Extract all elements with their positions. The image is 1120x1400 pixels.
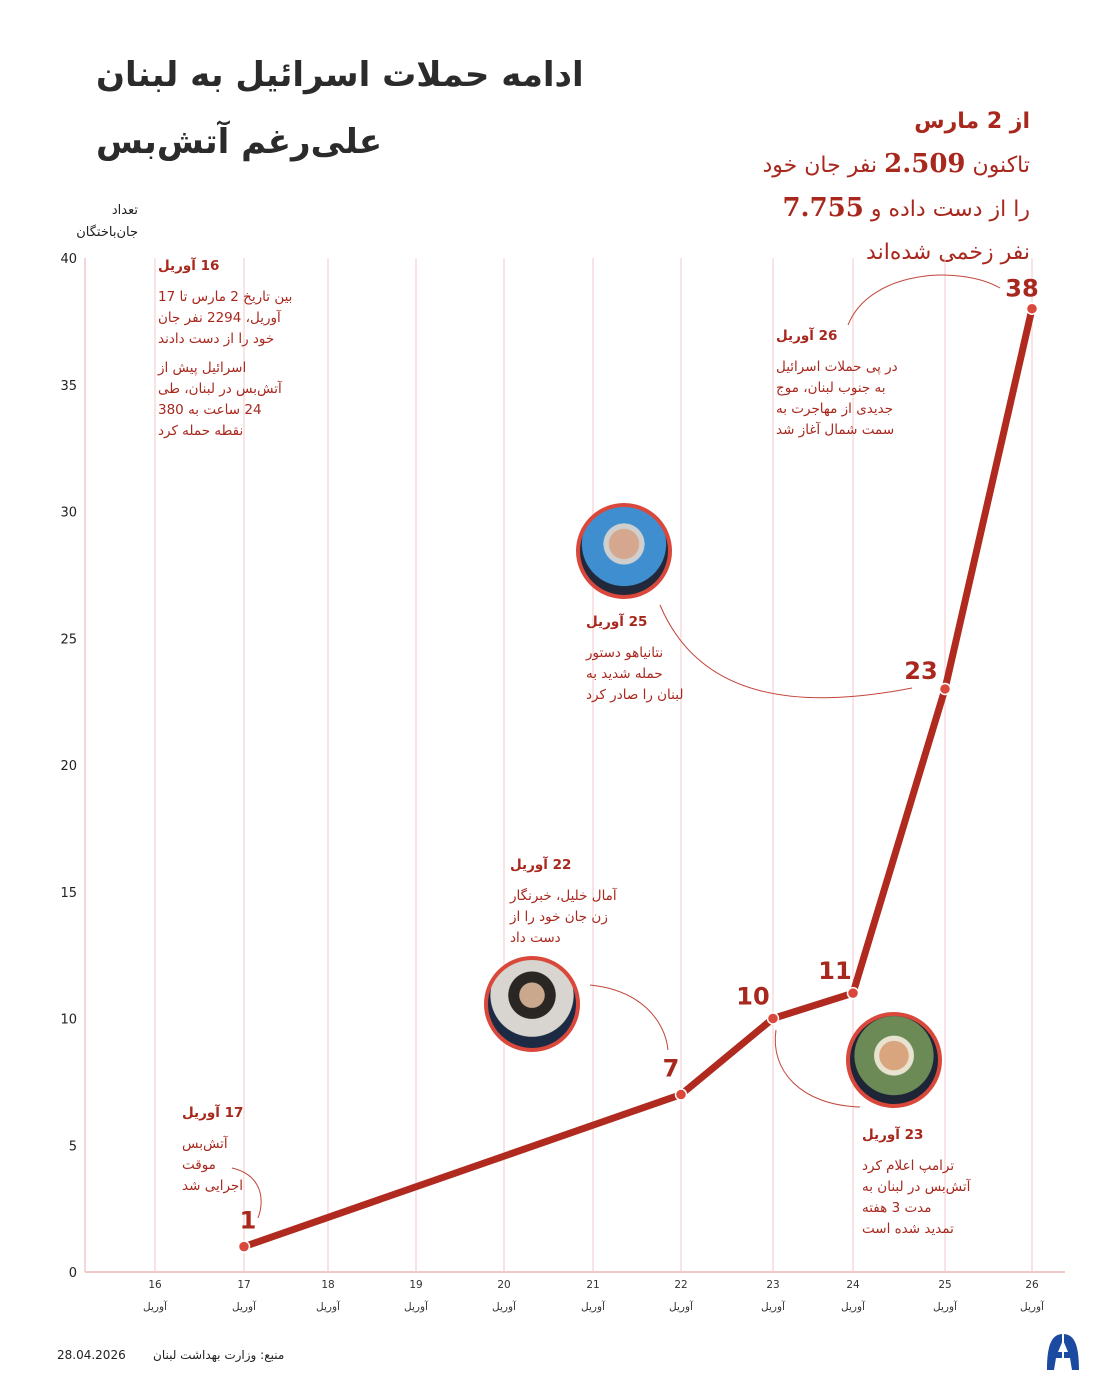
y-axis-label-line-2: جان‌باختگان: [76, 225, 138, 240]
y-tick-label: 30: [60, 506, 77, 521]
arrow-25: [659, 604, 913, 699]
x-tick-day: 24: [846, 1279, 860, 1291]
x-tick-day: 22: [674, 1279, 687, 1291]
aa-logo: [1044, 1332, 1082, 1372]
photo-netanyahu: [576, 503, 672, 599]
x-tick-month: آوریل: [1020, 1300, 1045, 1313]
y-tick-label: 5: [69, 1139, 77, 1154]
y-tick-label: 10: [60, 1013, 77, 1028]
photo-trump: [846, 1012, 942, 1108]
data-point: [766, 1012, 780, 1025]
title-line-1: ادامه حملات اسرائیل به لبنان: [96, 55, 584, 95]
arrow-17: [231, 1167, 262, 1219]
annotation-22-april: 22 آوریل آمال خلیل، خبرنگار زن جان خود را…: [510, 855, 650, 949]
summary-line-1: از 2 مارس: [914, 109, 1030, 134]
annotation-date: 16 آوریل: [158, 258, 220, 274]
injured-count: 7.755: [782, 193, 864, 223]
data-label: 7: [663, 1055, 680, 1083]
x-tick-month: آوریل: [143, 1300, 168, 1313]
arrow-26: [847, 274, 1001, 326]
x-tick-month: آوریل: [761, 1300, 786, 1313]
x-tick-day: 21: [586, 1279, 599, 1291]
data-label: 1: [240, 1207, 257, 1235]
annotation-26-april: 26 آوریل در پی حملات اسرائیل به جنوب لبنا…: [776, 326, 926, 441]
annotation-16-april: 16 آوریل بین تاریخ 2 مارس تا 17 آوریل، 22…: [158, 256, 308, 450]
y-tick-label: 20: [60, 759, 77, 774]
title-line-2: علی‌رغم آتش‌بس: [96, 122, 383, 162]
data-point: [846, 986, 860, 1000]
footer-source: منبع: وزارت بهداشت لبنان: [153, 1348, 285, 1362]
x-tick-day: 16: [148, 1279, 162, 1291]
summary-line-3: را از دست داده و 7.755: [782, 193, 1030, 223]
x-tick-month: آوریل: [492, 1300, 517, 1313]
arrow-22: [589, 984, 669, 1051]
x-tick-month: آوریل: [232, 1300, 257, 1313]
x-tick-month: آوریل: [933, 1300, 958, 1313]
x-tick-day: 20: [497, 1279, 510, 1291]
x-tick-month: آوریل: [669, 1300, 694, 1313]
killed-count: 2.509: [884, 149, 966, 179]
summary-line-2: تاکنون 2.509 نفر جان خود: [762, 149, 1031, 179]
y-tick-label: 40: [60, 252, 77, 267]
annotation-date: 22 آوریل: [510, 857, 572, 873]
data-point: [674, 1088, 688, 1101]
x-tick-day: 17: [237, 1279, 250, 1291]
x-tick-day: 25: [938, 1279, 951, 1291]
data-label: 10: [736, 983, 769, 1011]
x-tick-month: آوریل: [841, 1300, 866, 1313]
summary-stat: از 2 مارس تاکنون 2.509 نفر جان خود را از…: [650, 100, 1031, 274]
data-label: 11: [818, 957, 851, 985]
annotation-date: 17 آوریل: [182, 1105, 244, 1121]
x-tick-day: 19: [409, 1279, 422, 1291]
x-tick-month: آوریل: [404, 1300, 429, 1313]
arrow-23: [774, 1029, 861, 1108]
data-label: 38: [1005, 275, 1038, 303]
y-axis-label-line-1: تعداد: [111, 203, 138, 218]
x-tick-day: 18: [321, 1279, 334, 1291]
annotation-25-april: 25 آوریل نتانیاهو دستور حمله شدید به لبنان…: [586, 612, 706, 706]
summary-line-4: نفر زخمی شده‌اند: [866, 240, 1030, 265]
x-tick-month: آوریل: [581, 1300, 606, 1313]
data-point: [237, 1240, 251, 1253]
y-tick-label: 35: [60, 379, 77, 394]
y-tick-label: 25: [60, 632, 77, 647]
x-tick-day: 23: [766, 1279, 779, 1291]
annotation-date: 23 آوریل: [862, 1127, 924, 1143]
photo-amal-khalil: [484, 956, 580, 1052]
x-tick-month: آوریل: [316, 1300, 341, 1313]
data-point: [938, 682, 952, 696]
data-point: [1025, 302, 1039, 315]
y-tick-label: 0: [69, 1266, 77, 1281]
x-tick-day: 26: [1025, 1279, 1039, 1291]
annotation-23-april: 23 آوریل ترامپ اعلام کرد آتش‌بس در لبنان …: [862, 1125, 992, 1240]
annotation-date: 25 آوریل: [586, 614, 648, 630]
footer-date: 28.04.2026: [57, 1348, 126, 1362]
y-axis-label: تعداد جان‌باختگان: [58, 200, 138, 244]
annotation-date: 26 آوریل: [776, 328, 838, 344]
data-line: [240, 305, 1036, 1251]
y-tick-label: 15: [60, 886, 77, 901]
annotation-17-april: 17 آوریل آتش‌بس موقت اجرایی شد: [182, 1103, 272, 1197]
data-label: 23: [904, 657, 937, 685]
